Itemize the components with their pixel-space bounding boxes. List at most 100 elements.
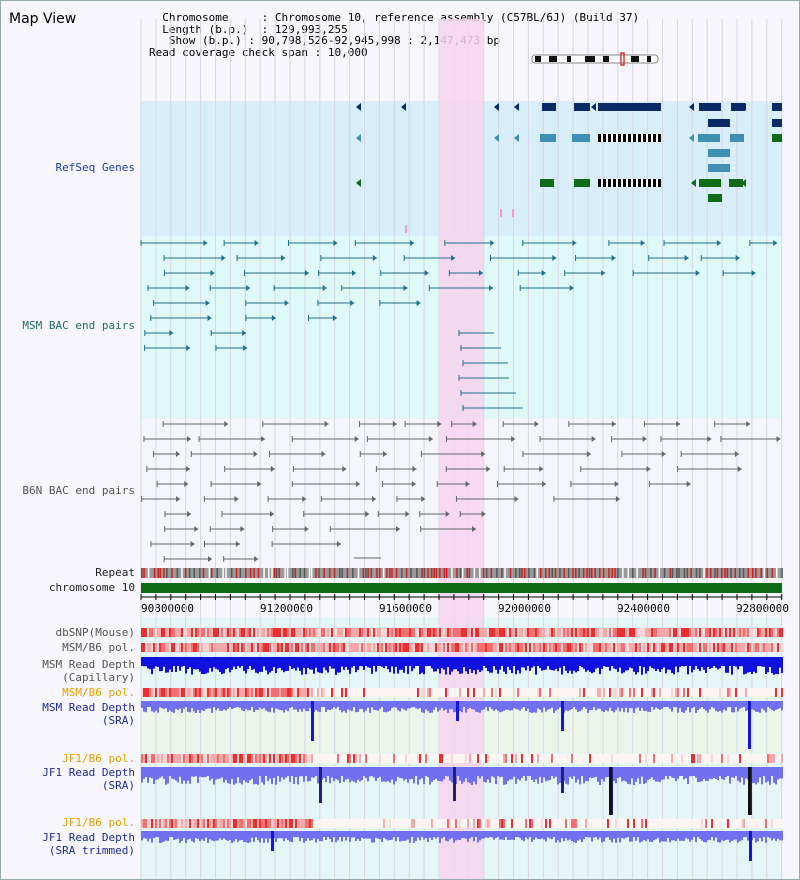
polymorphism-cell bbox=[755, 754, 757, 763]
polymorphism-cell bbox=[331, 688, 333, 697]
polymorphism-cell bbox=[225, 819, 227, 828]
refseq-genes-label[interactable]: RefSeq Genes bbox=[55, 161, 135, 174]
depth-bar bbox=[333, 701, 335, 707]
polymorphism-cell bbox=[145, 643, 147, 652]
depth-bar bbox=[409, 767, 411, 780]
depth-bar bbox=[279, 831, 281, 839]
depth-bar bbox=[347, 767, 349, 779]
msm-depth-sra-label[interactable]: MSM Read Depth (SRA) bbox=[5, 701, 135, 727]
polymorphism-cell bbox=[391, 754, 393, 763]
msm-b6-pol-label-1[interactable]: MSM/B6 pol. bbox=[62, 641, 135, 654]
polymorphism-cell bbox=[301, 819, 303, 828]
depth-bar bbox=[309, 767, 311, 781]
depth-bar bbox=[249, 657, 251, 666]
depth-bar bbox=[449, 831, 451, 840]
depth-bar bbox=[445, 657, 447, 675]
polymorphism-cell bbox=[605, 688, 607, 697]
polymorphism-cell bbox=[681, 688, 683, 697]
polymorphism-cell bbox=[169, 754, 171, 763]
depth-bar bbox=[573, 831, 575, 843]
polymorphism-cell bbox=[217, 754, 219, 763]
coverage-key: Read coverage check span bbox=[149, 45, 308, 59]
depth-bar bbox=[607, 701, 609, 712]
polymorphism-cell bbox=[197, 688, 199, 697]
msm-b6-pol-label-2[interactable]: MSM/B6 pol. bbox=[62, 686, 135, 699]
b6n-bac-label[interactable]: B6N BAC end pairs bbox=[22, 484, 135, 497]
msm-bac-label[interactable]: MSM BAC end pairs bbox=[22, 319, 135, 332]
b6n-bac-pair-arrow bbox=[336, 541, 341, 547]
polymorphism-cell bbox=[409, 819, 411, 828]
depth-bar bbox=[523, 767, 525, 776]
depth-bar bbox=[379, 831, 381, 840]
depth-bar bbox=[349, 831, 351, 842]
depth-bar bbox=[763, 767, 765, 776]
depth-bar bbox=[197, 701, 199, 710]
polymorphism-cell bbox=[355, 688, 357, 697]
polymorphism-cell bbox=[271, 643, 273, 652]
polymorphism-cell bbox=[391, 628, 393, 637]
depth-bar bbox=[165, 701, 167, 709]
polymorphism-cell bbox=[297, 688, 299, 697]
repeat-element bbox=[157, 568, 160, 578]
jf1-b6-pol-label-1[interactable]: JF1/B6 pol. bbox=[62, 752, 135, 765]
polymorphism-cell bbox=[543, 754, 545, 763]
depth-bar bbox=[519, 767, 521, 781]
depth-bar bbox=[233, 831, 235, 842]
repeat-element bbox=[235, 568, 238, 578]
polymorphism-cell bbox=[735, 628, 737, 637]
polymorphism-cell bbox=[615, 688, 617, 697]
dbsnp-label[interactable]: dbSNP(Mouse) bbox=[55, 626, 135, 639]
depth-bar bbox=[323, 657, 325, 668]
depth-bar bbox=[539, 767, 541, 778]
polymorphism-cell bbox=[753, 688, 755, 697]
polymorphism-cell bbox=[409, 628, 411, 637]
polymorphism-cell bbox=[699, 688, 701, 697]
polymorphism-cell bbox=[243, 688, 245, 697]
polymorphism-cell bbox=[441, 643, 443, 652]
depth-bar bbox=[543, 657, 545, 670]
depth-bar bbox=[555, 657, 557, 669]
repeat-element bbox=[496, 568, 498, 578]
polymorphism-cell bbox=[145, 754, 147, 763]
polymorphism-cell bbox=[449, 688, 451, 697]
polymorphism-cell bbox=[667, 628, 669, 637]
jf1-b6-pol-label-2[interactable]: JF1/B6 pol. bbox=[62, 816, 135, 829]
depth-bar bbox=[241, 701, 243, 711]
jf1-depth-sra-label[interactable]: JF1 Read Depth (SRA) bbox=[5, 766, 135, 792]
depth-bar bbox=[351, 831, 353, 838]
polymorphism-cell bbox=[205, 754, 207, 763]
depth-bar bbox=[333, 657, 335, 669]
repeat-label[interactable]: Repeat bbox=[95, 566, 135, 579]
depth-bar bbox=[319, 701, 321, 713]
msm-depth-capillary-label[interactable]: MSM Read Depth (Capillary) bbox=[5, 658, 135, 684]
depth-bar bbox=[459, 701, 461, 712]
polymorphism-cell bbox=[177, 754, 179, 763]
polymorphism-cell bbox=[683, 819, 685, 828]
polymorphism-cell bbox=[203, 628, 205, 637]
depth-bar bbox=[393, 767, 395, 785]
depth-bar bbox=[605, 657, 607, 667]
depth-bar bbox=[531, 831, 533, 842]
polymorphism-cell bbox=[373, 754, 375, 763]
polymorphism-cell bbox=[243, 643, 245, 652]
polymorphism-cell bbox=[509, 754, 511, 763]
repeat-element bbox=[716, 568, 719, 578]
polymorphism-cell bbox=[351, 643, 353, 652]
depth-spike bbox=[748, 767, 751, 815]
polymorphism-cell bbox=[731, 688, 733, 697]
polymorphism-cell bbox=[461, 819, 463, 828]
polymorphism-cell bbox=[777, 754, 779, 763]
polymorphism-cell bbox=[513, 628, 515, 637]
polymorphism-cell bbox=[281, 688, 283, 697]
depth-bar bbox=[393, 701, 395, 707]
depth-bar bbox=[389, 657, 391, 673]
polymorphism-cell bbox=[433, 628, 435, 637]
jf1-depth-trimmed-label[interactable]: JF1 Read Depth (SRA trimmed) bbox=[5, 831, 135, 857]
polymorphism-cell bbox=[613, 643, 615, 652]
polymorphism-cell bbox=[245, 643, 247, 652]
depth-bar bbox=[321, 701, 323, 707]
depth-bar bbox=[207, 831, 209, 843]
depth-bar bbox=[529, 767, 531, 776]
polymorphism-cell bbox=[625, 628, 627, 637]
